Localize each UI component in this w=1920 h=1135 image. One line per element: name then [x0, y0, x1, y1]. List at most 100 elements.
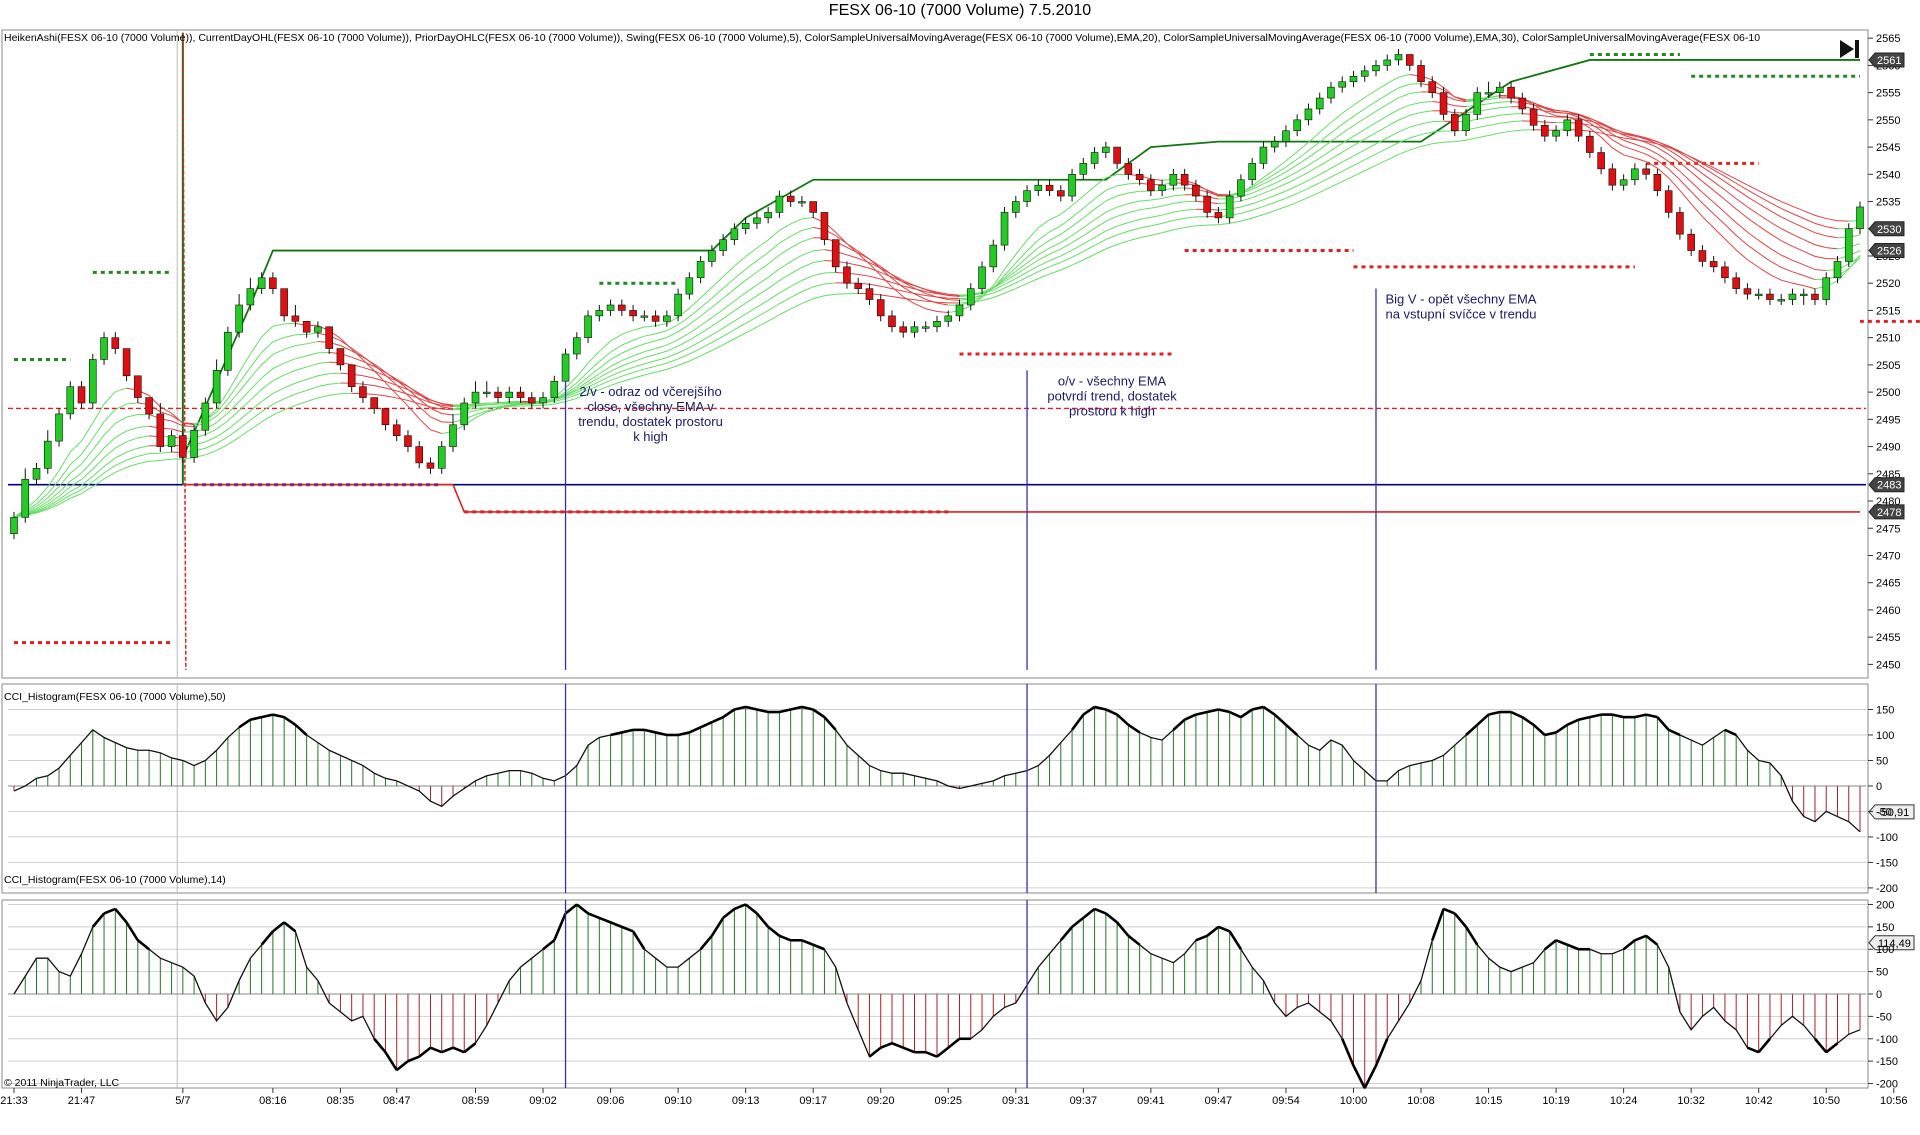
- candle[interactable]: [505, 386, 514, 404]
- candle[interactable]: [1698, 245, 1707, 267]
- candle[interactable]: [179, 430, 187, 463]
- candle[interactable]: [1811, 288, 1819, 305]
- candle[interactable]: [336, 348, 345, 371]
- candle[interactable]: [1383, 54, 1392, 71]
- candle[interactable]: [269, 272, 277, 295]
- candle[interactable]: [190, 424, 198, 463]
- candle[interactable]: [1743, 283, 1752, 300]
- candle[interactable]: [1293, 114, 1301, 137]
- candle[interactable]: [1721, 261, 1729, 284]
- candle[interactable]: [314, 321, 322, 338]
- candle[interactable]: [1405, 54, 1414, 71]
- candle[interactable]: [865, 283, 874, 305]
- candle[interactable]: [1597, 147, 1605, 175]
- candle[interactable]: [1473, 87, 1482, 120]
- candle[interactable]: [1169, 168, 1178, 191]
- candle[interactable]: [1259, 141, 1268, 169]
- candle[interactable]: [32, 462, 41, 485]
- candle[interactable]: [201, 397, 210, 436]
- candle[interactable]: [1799, 288, 1808, 305]
- candle[interactable]: [1676, 206, 1684, 240]
- candle[interactable]: [663, 310, 671, 327]
- candle[interactable]: [1304, 103, 1313, 126]
- candle[interactable]: [156, 403, 165, 453]
- candle[interactable]: [966, 283, 975, 311]
- candle[interactable]: [1484, 81, 1493, 99]
- candle[interactable]: [482, 381, 491, 398]
- candle[interactable]: [910, 321, 919, 338]
- candle[interactable]: [100, 332, 108, 365]
- candle[interactable]: [1282, 125, 1290, 148]
- candle[interactable]: [1270, 136, 1279, 153]
- candle[interactable]: [595, 304, 604, 322]
- candle[interactable]: [224, 326, 232, 376]
- candle[interactable]: [1777, 294, 1785, 305]
- candle[interactable]: [978, 261, 986, 295]
- candle[interactable]: [685, 272, 694, 300]
- candle[interactable]: [1158, 179, 1166, 197]
- candle[interactable]: [1124, 157, 1133, 180]
- candle[interactable]: [167, 430, 176, 453]
- candle[interactable]: [426, 457, 435, 474]
- candle[interactable]: [606, 299, 615, 316]
- candle[interactable]: [1518, 92, 1527, 115]
- candle[interactable]: [1844, 223, 1853, 267]
- candle[interactable]: [888, 310, 896, 333]
- candle[interactable]: [933, 315, 941, 333]
- candle[interactable]: [1586, 130, 1594, 158]
- candle[interactable]: [55, 408, 63, 447]
- candle[interactable]: [944, 310, 953, 327]
- candle[interactable]: [246, 277, 255, 311]
- candle[interactable]: [392, 419, 401, 442]
- candle[interactable]: [1619, 174, 1628, 191]
- candle[interactable]: [741, 217, 750, 235]
- candle[interactable]: [460, 397, 469, 431]
- candle[interactable]: [1079, 157, 1088, 180]
- candle[interactable]: [843, 261, 851, 289]
- candle[interactable]: [1327, 81, 1335, 104]
- candle[interactable]: [561, 348, 570, 387]
- candle[interactable]: [302, 321, 311, 338]
- candle[interactable]: [1360, 65, 1369, 82]
- candle[interactable]: [1496, 81, 1504, 99]
- candle[interactable]: [1045, 179, 1054, 197]
- candle[interactable]: [1462, 108, 1470, 137]
- candle[interactable]: [89, 354, 97, 409]
- candle[interactable]: [437, 441, 446, 474]
- candle[interactable]: [1315, 92, 1324, 115]
- candle[interactable]: [1631, 163, 1639, 186]
- candle[interactable]: [753, 212, 761, 229]
- candle[interactable]: [989, 239, 998, 273]
- candle[interactable]: [899, 321, 908, 338]
- candle[interactable]: [573, 332, 581, 360]
- candle[interactable]: [111, 332, 120, 354]
- candle[interactable]: [618, 299, 626, 316]
- candle[interactable]: [640, 310, 649, 322]
- candle[interactable]: [370, 397, 378, 414]
- heiken-ashi-candles[interactable]: [10, 49, 1864, 540]
- candle[interactable]: [1552, 125, 1560, 142]
- candle[interactable]: [134, 375, 142, 404]
- candle[interactable]: [1000, 206, 1009, 251]
- candle[interactable]: [1754, 288, 1763, 300]
- candle[interactable]: [1203, 190, 1211, 218]
- candle[interactable]: [1822, 272, 1831, 305]
- candle[interactable]: [674, 288, 682, 322]
- candle[interactable]: [1180, 168, 1189, 191]
- candle[interactable]: [1338, 76, 1347, 93]
- candle[interactable]: [876, 294, 885, 322]
- candle[interactable]: [404, 430, 412, 453]
- candle[interactable]: [550, 375, 559, 404]
- candle[interactable]: [1766, 288, 1774, 305]
- candle[interactable]: [539, 392, 547, 409]
- candle[interactable]: [291, 304, 300, 327]
- candle[interactable]: [955, 299, 964, 322]
- candle[interactable]: [1135, 168, 1144, 186]
- candle[interactable]: [730, 223, 739, 246]
- candle[interactable]: [212, 359, 221, 409]
- candle[interactable]: [1541, 119, 1549, 142]
- candle[interactable]: [1732, 272, 1740, 295]
- candle[interactable]: [831, 239, 840, 273]
- candle[interactable]: [1237, 174, 1245, 202]
- candle[interactable]: [10, 511, 18, 540]
